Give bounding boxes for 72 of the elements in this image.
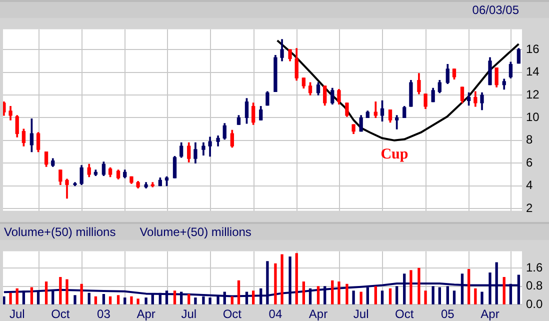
bar xyxy=(252,290,255,304)
x-tick-label: Jul xyxy=(9,307,25,321)
bar xyxy=(30,287,34,304)
bar xyxy=(124,297,126,304)
bar xyxy=(237,280,240,304)
bar xyxy=(116,295,120,304)
bar xyxy=(380,290,384,304)
y-tick-label: 14 xyxy=(526,64,540,79)
bar xyxy=(188,294,190,304)
bar xyxy=(474,288,477,304)
bar xyxy=(410,270,412,304)
bar xyxy=(16,288,18,304)
x-tick-label: Oct xyxy=(395,307,414,321)
bar xyxy=(418,268,420,304)
bar xyxy=(302,282,305,304)
bar xyxy=(438,287,441,304)
bar xyxy=(9,292,12,304)
x-tick-label: 05 xyxy=(440,307,455,321)
text: 06/03/05 xyxy=(472,3,519,17)
bar xyxy=(102,294,106,304)
bar xyxy=(74,295,76,304)
bar xyxy=(230,296,234,304)
x-tick-label: Apr xyxy=(308,307,328,321)
bar xyxy=(424,290,427,304)
bar xyxy=(3,296,6,304)
bar xyxy=(194,297,197,304)
x-tick-label: Jul xyxy=(353,307,369,321)
bar xyxy=(388,288,392,304)
y-tick-label: 10 xyxy=(526,110,540,124)
bar xyxy=(352,290,355,304)
bar xyxy=(480,292,484,304)
y-tick-label: 8 xyxy=(526,132,533,147)
bar xyxy=(452,290,456,304)
y-tick-label: 12 xyxy=(526,87,540,102)
text: Volume+(50) millions xyxy=(140,225,252,239)
bar xyxy=(338,282,340,304)
bar xyxy=(80,284,83,304)
bar xyxy=(108,296,112,304)
bar xyxy=(144,297,148,304)
y-tick-label: 0.0 xyxy=(526,296,544,311)
bar xyxy=(316,286,320,304)
bar xyxy=(274,263,277,304)
bar xyxy=(136,298,140,304)
bar xyxy=(360,292,362,304)
bar xyxy=(173,290,176,304)
bar xyxy=(59,277,62,304)
bar xyxy=(130,296,133,304)
y-tick-label: 16 xyxy=(526,42,540,56)
x-tick-label: Apr xyxy=(480,307,500,321)
x-tick-label: Jul xyxy=(181,307,197,321)
y-tick-label: 0.8 xyxy=(526,278,544,293)
annotation: Cup xyxy=(380,146,408,162)
bar xyxy=(374,286,377,304)
bar xyxy=(280,254,284,304)
y-tick-label: 2 xyxy=(526,200,533,215)
x-tick-label: Oct xyxy=(222,307,242,321)
y-tick-label: 6 xyxy=(526,155,533,170)
bar xyxy=(66,279,68,304)
y-tick-label: 4 xyxy=(526,178,533,192)
x-tick-label: 04 xyxy=(268,307,282,321)
bar xyxy=(94,296,98,304)
x-tick-label: Apr xyxy=(136,307,156,321)
y-tick-label: 1.6 xyxy=(526,260,544,275)
bar xyxy=(295,253,298,304)
bar xyxy=(502,277,506,304)
bar xyxy=(44,282,48,304)
bar xyxy=(346,284,348,304)
x-tick-label: 03 xyxy=(97,307,111,321)
bar xyxy=(468,269,470,304)
text: Volume+(50) millions xyxy=(4,225,116,239)
bar xyxy=(331,280,334,304)
x-tick-label: Oct xyxy=(51,307,70,321)
